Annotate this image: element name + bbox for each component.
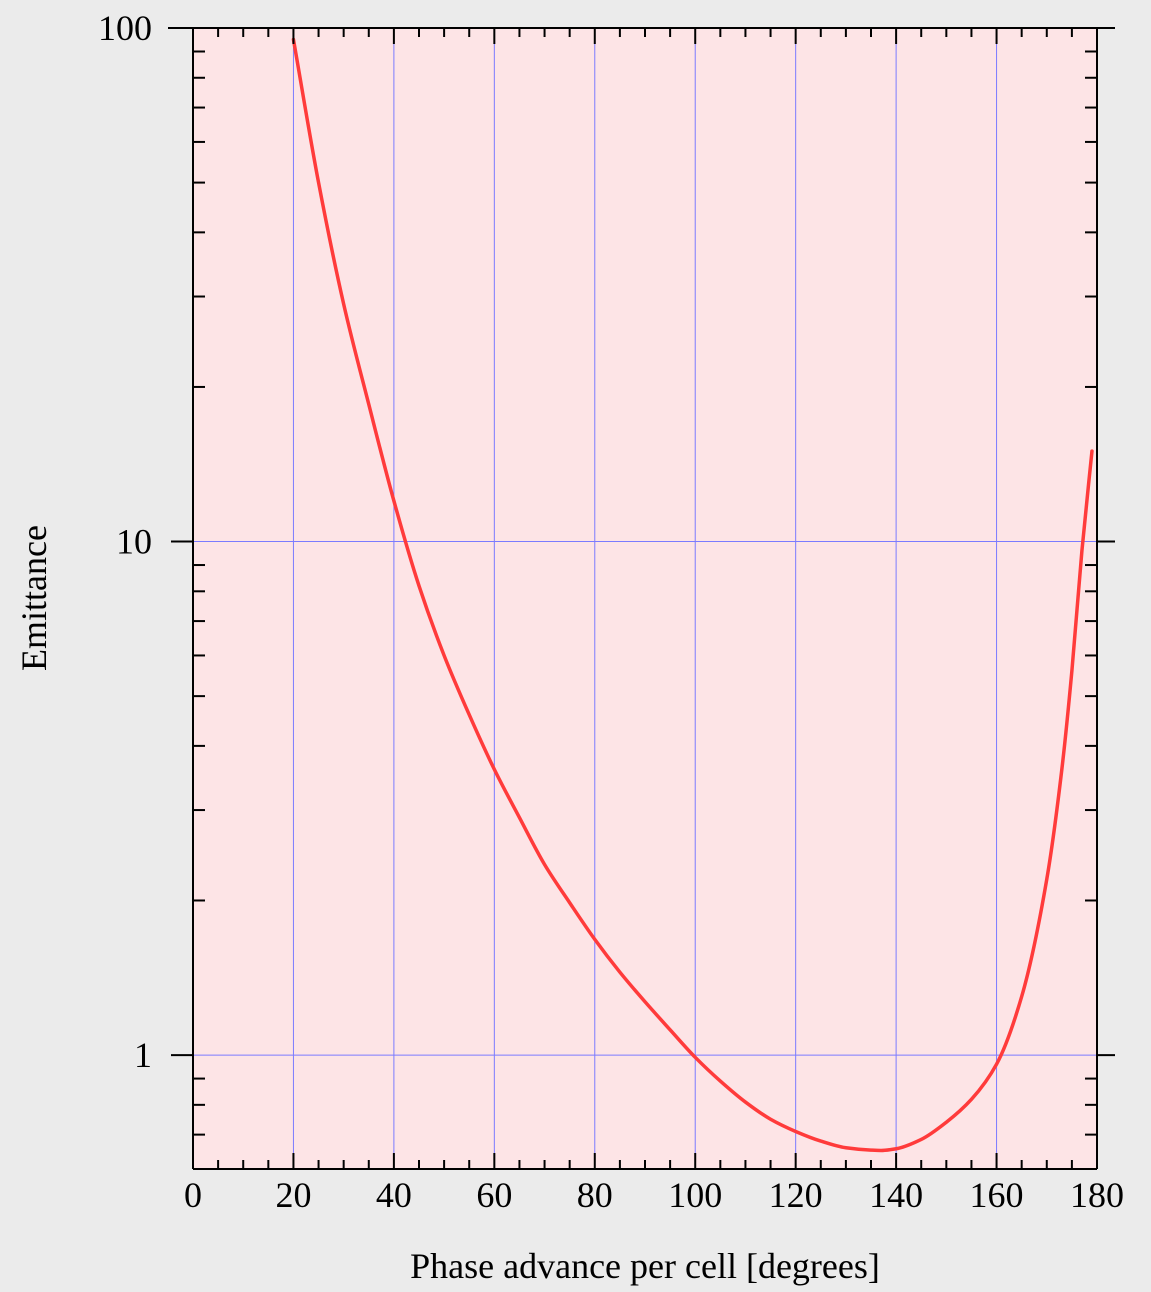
- series-line: [291, 37, 1094, 1153]
- x-tick-label: 160: [970, 1175, 1024, 1215]
- tick-labels: 0 20 40 60 80 100 120 140 160 180 1 10 100: [98, 8, 1124, 1215]
- x-tick-label: 0: [184, 1175, 202, 1215]
- x-tick-label: 140: [869, 1175, 923, 1215]
- x-tick-label: 40: [376, 1175, 412, 1215]
- grid-lines: [193, 28, 1097, 1169]
- axes: [168, 27, 1115, 1170]
- x-tick-label: 20: [275, 1175, 311, 1215]
- x-tick-label: 120: [769, 1175, 823, 1215]
- x-tick-label: 100: [668, 1175, 722, 1215]
- plot-area: [193, 28, 1097, 1169]
- x-tick-label: 60: [476, 1175, 512, 1215]
- y-tick-label: 10: [116, 522, 152, 562]
- x-tick-label: 80: [577, 1175, 613, 1215]
- x-axis-title: Phase advance per cell [degrees]: [410, 1246, 880, 1286]
- y-tick-label: 100: [98, 8, 152, 48]
- y-tick-label: 1: [134, 1035, 152, 1075]
- x-tick-label: 180: [1070, 1175, 1124, 1215]
- y-axis-title: Emittance: [14, 525, 54, 671]
